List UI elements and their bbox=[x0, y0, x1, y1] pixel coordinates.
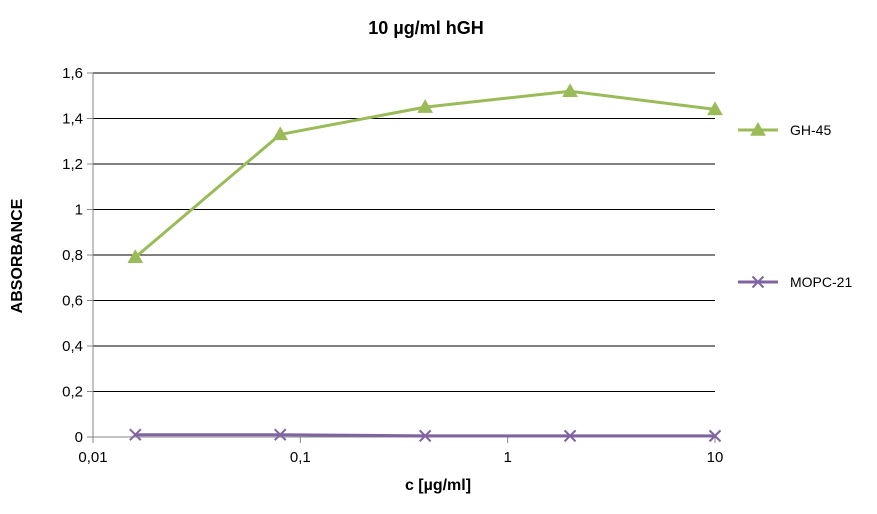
y-axis-title: ABSORBANCE bbox=[9, 198, 26, 313]
data-point-gh-45 bbox=[707, 101, 723, 116]
y-tick-label: 1 bbox=[75, 202, 83, 219]
x-tick-label: 0,1 bbox=[290, 449, 311, 466]
data-point-mopc-21-stroke bbox=[274, 428, 287, 441]
data-point-mopc-21-stroke bbox=[129, 428, 142, 441]
x-tick-label: 1 bbox=[503, 449, 511, 466]
data-point-mopc-21 bbox=[418, 429, 432, 443]
y-tick-label: 1,2 bbox=[62, 156, 83, 173]
x-axis-title: c [µg/ml] bbox=[405, 477, 471, 494]
data-point-mopc-21 bbox=[274, 428, 287, 441]
data-point-mopc-21-stroke bbox=[708, 429, 722, 443]
data-point-mopc-21 bbox=[708, 429, 722, 443]
y-tick-label: 0,2 bbox=[62, 384, 83, 401]
y-tick-label: 0,4 bbox=[62, 338, 83, 355]
series-group bbox=[127, 83, 723, 443]
x-tick-label: 10 bbox=[707, 449, 724, 466]
x-tick-label: 0,01 bbox=[78, 449, 107, 466]
data-point-gh-45 bbox=[417, 99, 434, 113]
legend: GH-45 MOPC-21 bbox=[738, 121, 852, 290]
y-tick-labels: 0 0,2 0,4 0,6 0,8 1 1,2 1,4 1,6 bbox=[62, 65, 83, 446]
chart-title: 10 µg/ml hGH bbox=[368, 18, 483, 38]
x-tick-labels: 0,01 0,1 1 10 bbox=[78, 449, 723, 466]
legend-label: GH-45 bbox=[790, 122, 831, 138]
y-tick-label: 0 bbox=[75, 429, 83, 446]
y-tick-label: 1,6 bbox=[62, 65, 83, 82]
y-tick-label: 0,6 bbox=[62, 293, 83, 310]
data-point-mopc-21 bbox=[129, 428, 142, 441]
legend-item-mopc-21: MOPC-21 bbox=[738, 274, 852, 290]
legend-item-gh-45: GH-45 bbox=[738, 121, 831, 138]
data-point-gh-45 bbox=[562, 83, 578, 97]
legend-marker bbox=[751, 275, 765, 289]
legend-label: MOPC-21 bbox=[790, 274, 852, 290]
data-point-mopc-21 bbox=[563, 429, 577, 443]
data-point-gh-45 bbox=[127, 249, 144, 264]
legend-marker bbox=[750, 121, 766, 136]
y-tick-label: 1,4 bbox=[62, 111, 83, 128]
legend-marker-stroke bbox=[751, 275, 765, 289]
data-point-gh-45 bbox=[272, 126, 289, 141]
gridlines bbox=[93, 72, 715, 392]
y-tick-label: 0,8 bbox=[62, 247, 83, 264]
data-point-mopc-21-stroke bbox=[418, 429, 432, 443]
data-point-mopc-21-stroke bbox=[563, 429, 577, 443]
